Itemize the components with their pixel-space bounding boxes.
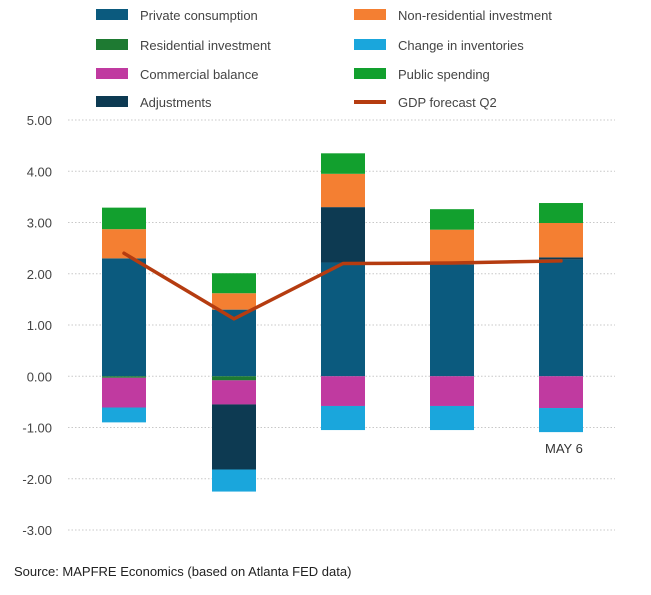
gdp-forecast-line-group xyxy=(122,251,563,321)
bar-segment-change-in-inventories-1 xyxy=(102,407,146,423)
bar-segment-commercial-balance-4 xyxy=(430,376,474,406)
y-tick-label: 4.00 xyxy=(27,164,52,179)
bar-segment-commercial-balance-5 xyxy=(539,376,583,409)
legend-label-gdp-forecast-q2: GDP forecast Q2 xyxy=(398,95,497,110)
bar-segment-change-in-inventories-3 xyxy=(321,405,365,431)
y-tick-label: -3.00 xyxy=(22,523,52,538)
bar-segment-change-in-inventories-5 xyxy=(539,408,583,433)
legend-swatch-adjustments xyxy=(96,96,128,107)
legend-swatch-public-spending xyxy=(354,68,386,79)
bar-segment-public-spending-4 xyxy=(430,209,474,230)
bar-segment-private-consumption-1 xyxy=(102,258,146,377)
bar-segment-non-residential-investment-3 xyxy=(321,173,365,208)
bar-segment-non-residential-investment-2 xyxy=(212,293,256,310)
legend-label-residential-investment: Residential investment xyxy=(140,38,271,53)
gdp-forecast-point-1 xyxy=(122,251,126,255)
bar-segment-private-consumption-4 xyxy=(430,264,474,377)
legend-swatch-non-residential-investment xyxy=(354,9,386,20)
date-annotation: MAY 6 xyxy=(545,441,583,456)
legend-label-private-consumption: Private consumption xyxy=(140,8,258,23)
legend-swatch-change-in-inventories xyxy=(354,39,386,50)
legend-swatch-residential-investment xyxy=(96,39,128,50)
bar-segment-public-spending-5 xyxy=(539,203,583,224)
y-tick-label: 3.00 xyxy=(27,216,52,231)
legend-swatch-commercial-balance xyxy=(96,68,128,79)
bar-segment-public-spending-3 xyxy=(321,153,365,174)
bar-segment-commercial-balance-2 xyxy=(212,380,256,405)
bar-segment-private-consumption-5 xyxy=(539,259,583,377)
bar-segment-public-spending-1 xyxy=(102,207,146,230)
bar-segment-commercial-balance-1 xyxy=(102,377,146,408)
bar-segment-private-consumption-2 xyxy=(212,309,256,377)
legend-label-public-spending: Public spending xyxy=(398,67,490,82)
bar-segment-private-consumption-3 xyxy=(321,262,365,377)
y-tick-label: 0.00 xyxy=(27,369,52,384)
legend-swatch-gdp-forecast-q2 xyxy=(354,100,386,104)
bar-segment-public-spending-2 xyxy=(212,273,256,294)
bar-segment-adjustments-2 xyxy=(212,404,256,470)
bar-segment-change-in-inventories-2 xyxy=(212,469,256,492)
bar-segment-adjustments-5 xyxy=(539,257,583,260)
legend-label-change-in-inventories: Change in inventories xyxy=(398,38,524,53)
legend: Private consumption Residential investmen… xyxy=(96,8,552,110)
bar-segment-commercial-balance-3 xyxy=(321,376,365,406)
bar-segment-change-in-inventories-4 xyxy=(430,405,474,431)
gdp-forecast-point-5 xyxy=(559,259,563,263)
bar-segment-residential-investment-2 xyxy=(212,376,256,381)
legend-label-commercial-balance: Commercial balance xyxy=(140,67,259,82)
bar-segment-adjustments-3 xyxy=(321,207,365,263)
gdp-forecast-point-4 xyxy=(450,261,454,265)
y-axis: 5.00 4.00 3.00 2.00 1.00 0.00 -1.00 -2.00 -3.00 xyxy=(22,113,52,538)
legend-label-non-residential-investment: Non-residential investment xyxy=(398,8,552,23)
bar-segment-residential-investment-1 xyxy=(102,376,146,378)
bar-segment-non-residential-investment-5 xyxy=(539,223,583,258)
y-tick-label: 5.00 xyxy=(27,113,52,128)
y-tick-label: -1.00 xyxy=(22,421,52,436)
y-tick-label: 2.00 xyxy=(27,267,52,282)
gdp-forecast-point-2 xyxy=(232,317,236,321)
stacked-bars xyxy=(102,153,583,492)
source-note: Source: MAPFRE Economics (based on Atlan… xyxy=(14,564,351,579)
y-tick-label: 1.00 xyxy=(27,318,52,333)
gdp-forecast-point-3 xyxy=(341,262,345,265)
legend-label-adjustments: Adjustments xyxy=(140,95,212,110)
legend-swatch-private-consumption xyxy=(96,9,128,20)
bar-segment-non-residential-investment-4 xyxy=(430,229,474,265)
y-tick-label: -2.00 xyxy=(22,472,52,487)
